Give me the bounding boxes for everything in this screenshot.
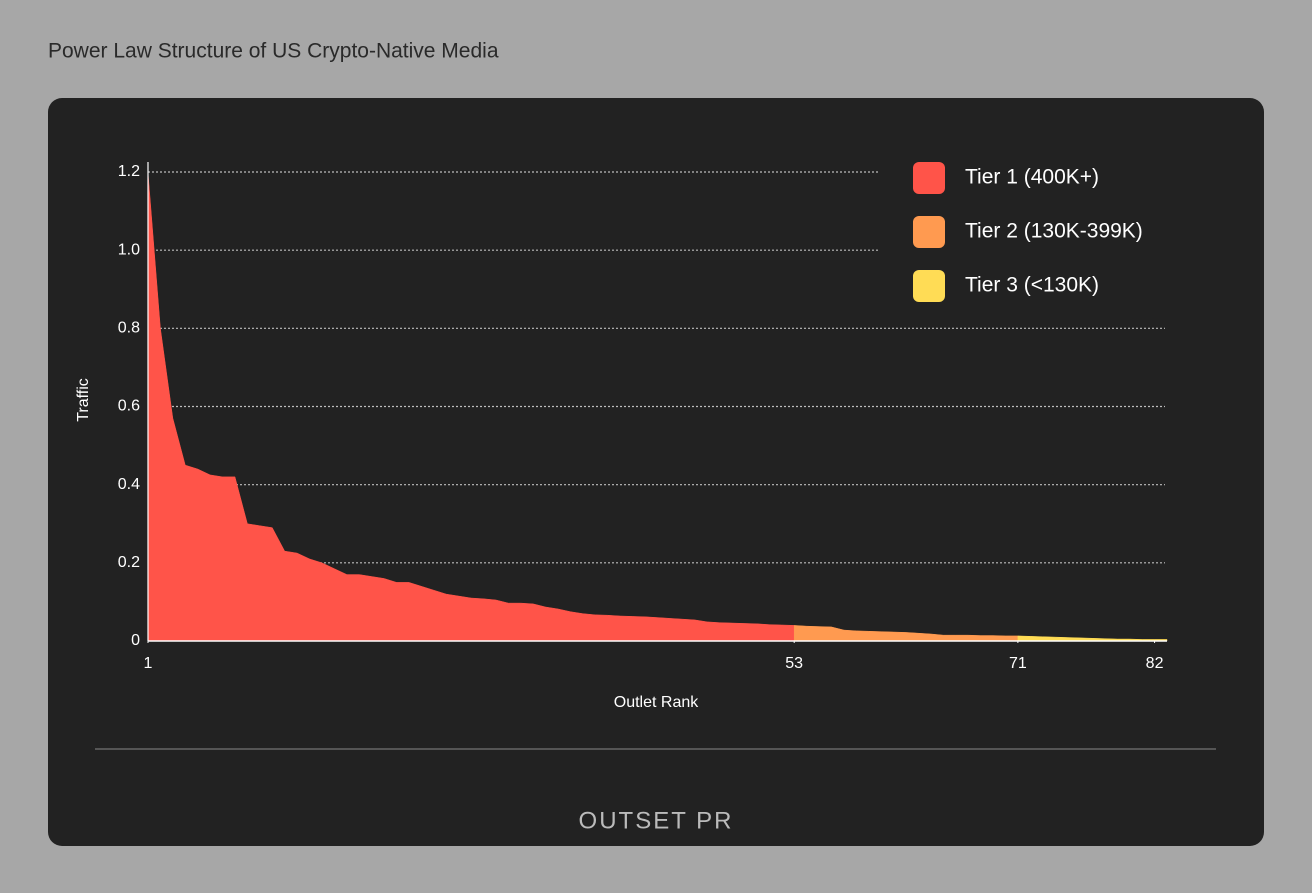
area [1017, 635, 1168, 642]
area [147, 171, 795, 642]
legend-swatch [913, 270, 945, 302]
brand-logo: OUTSET PR [579, 807, 734, 834]
x-tick-label: 1 [144, 655, 153, 672]
y-tick-label: 1.0 [118, 241, 140, 258]
y-tick-label: 0.8 [118, 320, 140, 337]
legend-swatch [913, 162, 945, 194]
legend-swatch [913, 216, 945, 248]
plot-area: 0 0.2 0.4 0.6 0.8 1.0 1.2 1 53 71 82 Tier 1 (400K+)… [118, 162, 1168, 672]
chart-title: Power Law Structure of US Crypto-Native … [48, 40, 499, 63]
y-tick-label: 1.2 [118, 163, 140, 180]
x-tick-label: 82 [1146, 655, 1164, 672]
y-tick-label: 0.4 [118, 476, 140, 493]
legend-label: Tier 1 (400K+) [965, 166, 1099, 189]
y-tick-label: 0.2 [118, 554, 140, 571]
y-tick-label: 0.6 [118, 398, 140, 415]
y-axis-label: Traffic [75, 378, 92, 422]
x-axis-label: Outlet Rank [614, 694, 699, 711]
legend-label: Tier 3 (<130K) [965, 274, 1099, 297]
legend-label: Tier 2 (130K-399K) [965, 220, 1143, 243]
card [48, 98, 1264, 846]
x-tick-label: 53 [785, 655, 803, 672]
y-tick-label: 0 [131, 632, 140, 649]
area [793, 625, 1019, 642]
x-tick-label: 71 [1009, 655, 1027, 672]
